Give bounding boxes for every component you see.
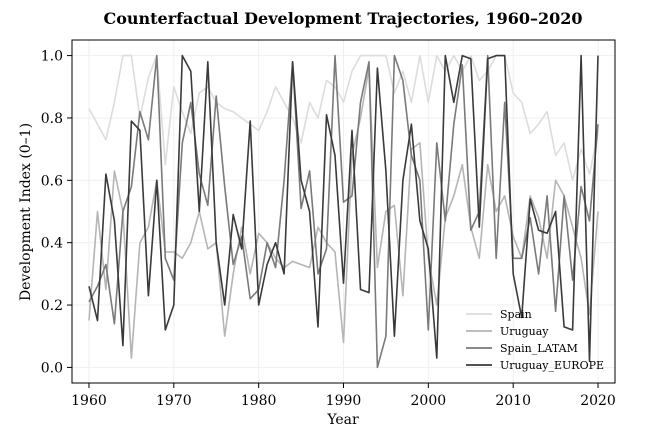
x-axis-label: Year <box>326 412 359 428</box>
series-group <box>88 54 599 369</box>
x-tick-label: 2000 <box>411 393 447 409</box>
legend-label-uruguay: Uruguay <box>500 325 549 338</box>
series-line-uruguay-europe <box>88 54 599 363</box>
legend: Spain Uruguay Spain_LATAM Uruguay_EUROPE <box>466 308 604 372</box>
y-tick-label: 0.6 <box>41 173 63 189</box>
x-tick-label: 1960 <box>71 393 107 409</box>
series-line-spain <box>88 54 599 182</box>
x-tick-label: 2020 <box>580 393 616 409</box>
x-tick-label: 2010 <box>495 393 531 409</box>
y-axis: 0.0 0.2 0.4 0.6 0.8 1.0 <box>41 49 72 376</box>
x-tick-label: 1970 <box>156 393 192 409</box>
y-tick-label: 0.2 <box>41 298 63 314</box>
y-tick-label: 0.4 <box>41 236 63 252</box>
series-line-uruguay <box>88 67 599 359</box>
y-axis-label: Development Index (0–1) <box>18 123 34 301</box>
y-tick-label: 0.8 <box>41 111 63 127</box>
y-tick-label: 1.0 <box>41 49 63 65</box>
legend-label-spain-latam: Spain_LATAM <box>500 342 578 355</box>
legend-label-spain: Spain <box>500 308 532 321</box>
x-axis: 1960 1970 1980 1990 2000 2010 2020 <box>71 383 616 409</box>
chart-title: Counterfactual Development Trajectories,… <box>103 9 582 28</box>
x-tick-label: 1980 <box>241 393 277 409</box>
legend-label-uruguay-europe: Uruguay_EUROPE <box>500 359 604 372</box>
x-tick-label: 1990 <box>326 393 362 409</box>
y-tick-label: 0.0 <box>41 360 63 376</box>
